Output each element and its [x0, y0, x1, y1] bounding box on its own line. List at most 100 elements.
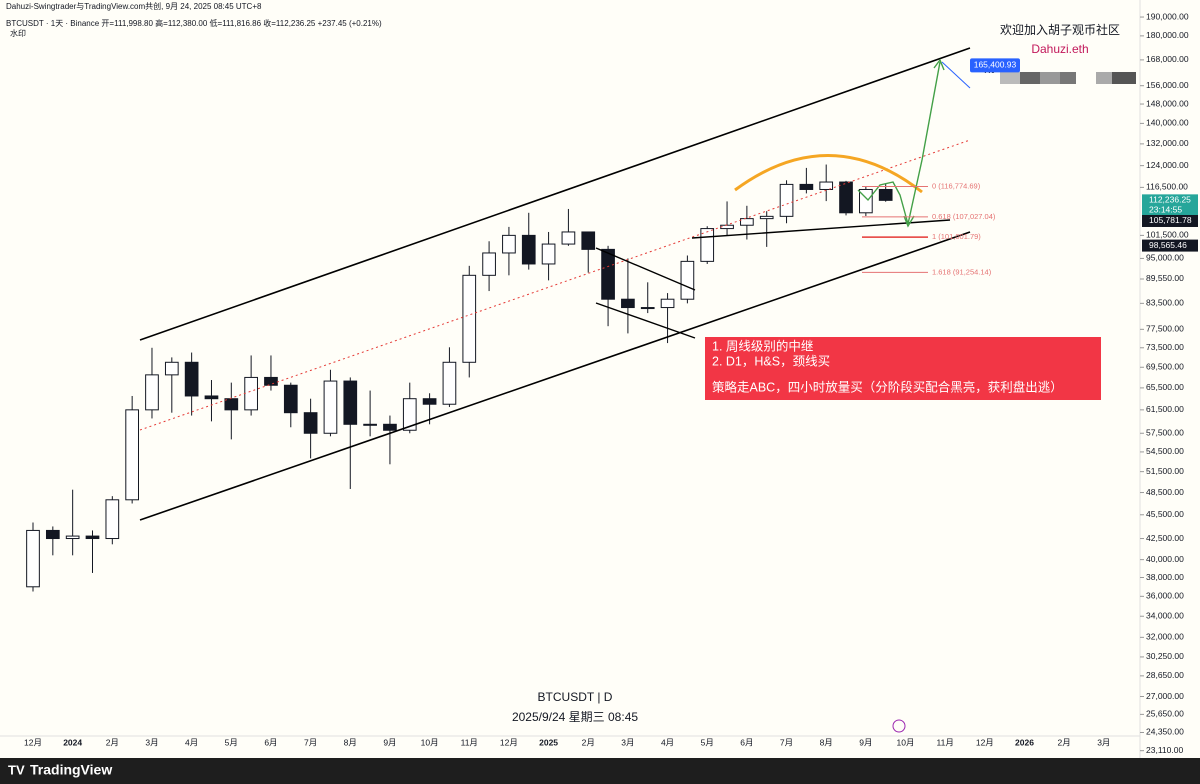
x-tick-label: 3月	[145, 737, 158, 747]
y-tick-label: 27,000.00	[1146, 691, 1184, 701]
wedge-top	[595, 247, 696, 291]
x-tick-label: 2024	[63, 737, 82, 747]
y-tick-label: 69,500.00	[1146, 362, 1184, 372]
brand: TradingView	[30, 762, 112, 778]
y-tick-label: 40,000.00	[1146, 554, 1184, 564]
channel-upper	[139, 47, 971, 341]
fib-label: 0.618 (107,027.04)	[932, 212, 996, 221]
x-tick-label: 8月	[344, 737, 357, 747]
candle-body	[85, 535, 100, 540]
y-tick-label: 148,000.00	[1146, 98, 1189, 108]
watermark-tag: 水印	[10, 28, 26, 38]
candle-body	[383, 423, 397, 431]
price-tag-label: 112,236.25	[1149, 195, 1191, 205]
candle-body	[264, 376, 278, 386]
x-tick-label: 3月	[1097, 737, 1110, 747]
footer-bar	[0, 758, 1200, 784]
promo-handle: Dahuzi.eth	[1031, 42, 1088, 56]
candle-body	[462, 274, 477, 363]
x-tick-label: 2025	[539, 737, 558, 747]
y-tick-label: 116,500.00	[1146, 182, 1188, 192]
fib-label: 1.618 (91,254.14)	[932, 267, 992, 276]
arc	[734, 154, 923, 194]
redacted	[1000, 72, 1136, 84]
x-tick-label: 7月	[780, 737, 793, 747]
fib-label: 1 (101,001.79)	[932, 232, 981, 241]
y-tick-label: 168,000.00	[1146, 54, 1189, 64]
candle-body	[442, 361, 457, 405]
candle-body	[740, 218, 754, 226]
candle-body	[224, 398, 239, 411]
candle-body	[65, 535, 80, 540]
x-tick-label: 3月	[621, 737, 634, 747]
price-tag-label: 98,565.46	[1149, 240, 1187, 250]
y-tick-label: 25,650.00	[1146, 709, 1184, 719]
candle-body	[541, 243, 556, 265]
candle-body	[105, 499, 120, 540]
y-tick-label: 45,500.00	[1146, 509, 1184, 519]
candle-body	[283, 384, 298, 414]
candle-body	[759, 215, 774, 220]
y-tick-label: 73,500.00	[1146, 342, 1184, 352]
note-text: 策略走ABC，四小时放量买（分阶段买配合黑亮，获利盘出逃）	[712, 379, 1063, 394]
x-tick-label: 11月	[461, 737, 478, 747]
y-tick-label: 38,000.00	[1146, 572, 1184, 582]
x-tick-label: 11月	[937, 737, 954, 747]
candle-body	[601, 248, 615, 300]
x-tick-label: 12月	[500, 737, 518, 747]
watermark-symbol: BTCUSDT | D	[538, 690, 613, 704]
y-tick-label: 180,000.00	[1146, 30, 1189, 40]
x-tick-label: 2月	[582, 737, 595, 747]
arrow-head	[903, 58, 945, 228]
candle-body	[45, 529, 60, 540]
plot	[26, 164, 893, 592]
y-tick-label: 32,000.00	[1146, 632, 1184, 642]
y-tick-label: 83,500.00	[1146, 298, 1184, 308]
y-tick-label: 132,000.00	[1146, 138, 1189, 148]
y-tick-label: 23,110.00	[1146, 745, 1183, 755]
x-tick-label: 9月	[383, 737, 396, 747]
y-tick-label: 140,000.00	[1146, 118, 1189, 128]
promo-title: 欢迎加入胡子观币社区	[1000, 22, 1120, 37]
candle-body	[343, 380, 358, 425]
y-tick-label: 89,550.00	[1146, 273, 1184, 283]
y-tick-label: 61,500.00	[1146, 404, 1184, 414]
candle-body	[244, 376, 258, 411]
candle-body	[303, 412, 318, 434]
candle-body	[621, 298, 635, 309]
event-icon[interactable]	[892, 719, 906, 733]
y-tick-label: 101,500.00	[1146, 230, 1189, 240]
candle-body	[680, 260, 695, 300]
note-text: 1. 周线级别的中继	[712, 338, 813, 353]
y-tick-label: 57,500.00	[1146, 428, 1184, 438]
y-tick-label: 24,350.00	[1146, 727, 1184, 737]
candle-body	[26, 529, 40, 588]
candle-body	[482, 252, 496, 276]
y-tick-label: 77,500.00	[1146, 324, 1184, 334]
y-tick-label: 95,000.00	[1146, 253, 1184, 263]
y-tick-label: 30,250.00	[1146, 651, 1184, 661]
y-tick-label: 65,500.00	[1146, 382, 1184, 392]
target-tag	[970, 58, 1020, 73]
candle-body	[839, 181, 853, 214]
x-tick-label: 5月	[701, 737, 714, 747]
candle-body	[422, 398, 437, 405]
x-tick-label: 8月	[820, 737, 833, 747]
x-tick-label: 2026	[1015, 737, 1034, 747]
channel-mid	[139, 139, 971, 431]
wedge-bottom	[595, 302, 696, 339]
candle-body	[660, 298, 675, 309]
candle-body	[363, 423, 377, 426]
x-tick-label: 10月	[897, 737, 915, 747]
candle-body	[521, 234, 536, 265]
target-link	[941, 61, 971, 89]
candle-body	[799, 183, 814, 190]
x-tick-label: 2月	[1058, 737, 1071, 747]
x-tick-label: 9月	[859, 737, 872, 747]
y-tick-label: 54,500.00	[1146, 446, 1184, 456]
x-tick-label: 12月	[976, 737, 994, 747]
price-tag	[1142, 214, 1198, 227]
symbol-line: BTCUSDT · 1天 · Binance 开=111,998.80 高=11…	[6, 18, 382, 28]
